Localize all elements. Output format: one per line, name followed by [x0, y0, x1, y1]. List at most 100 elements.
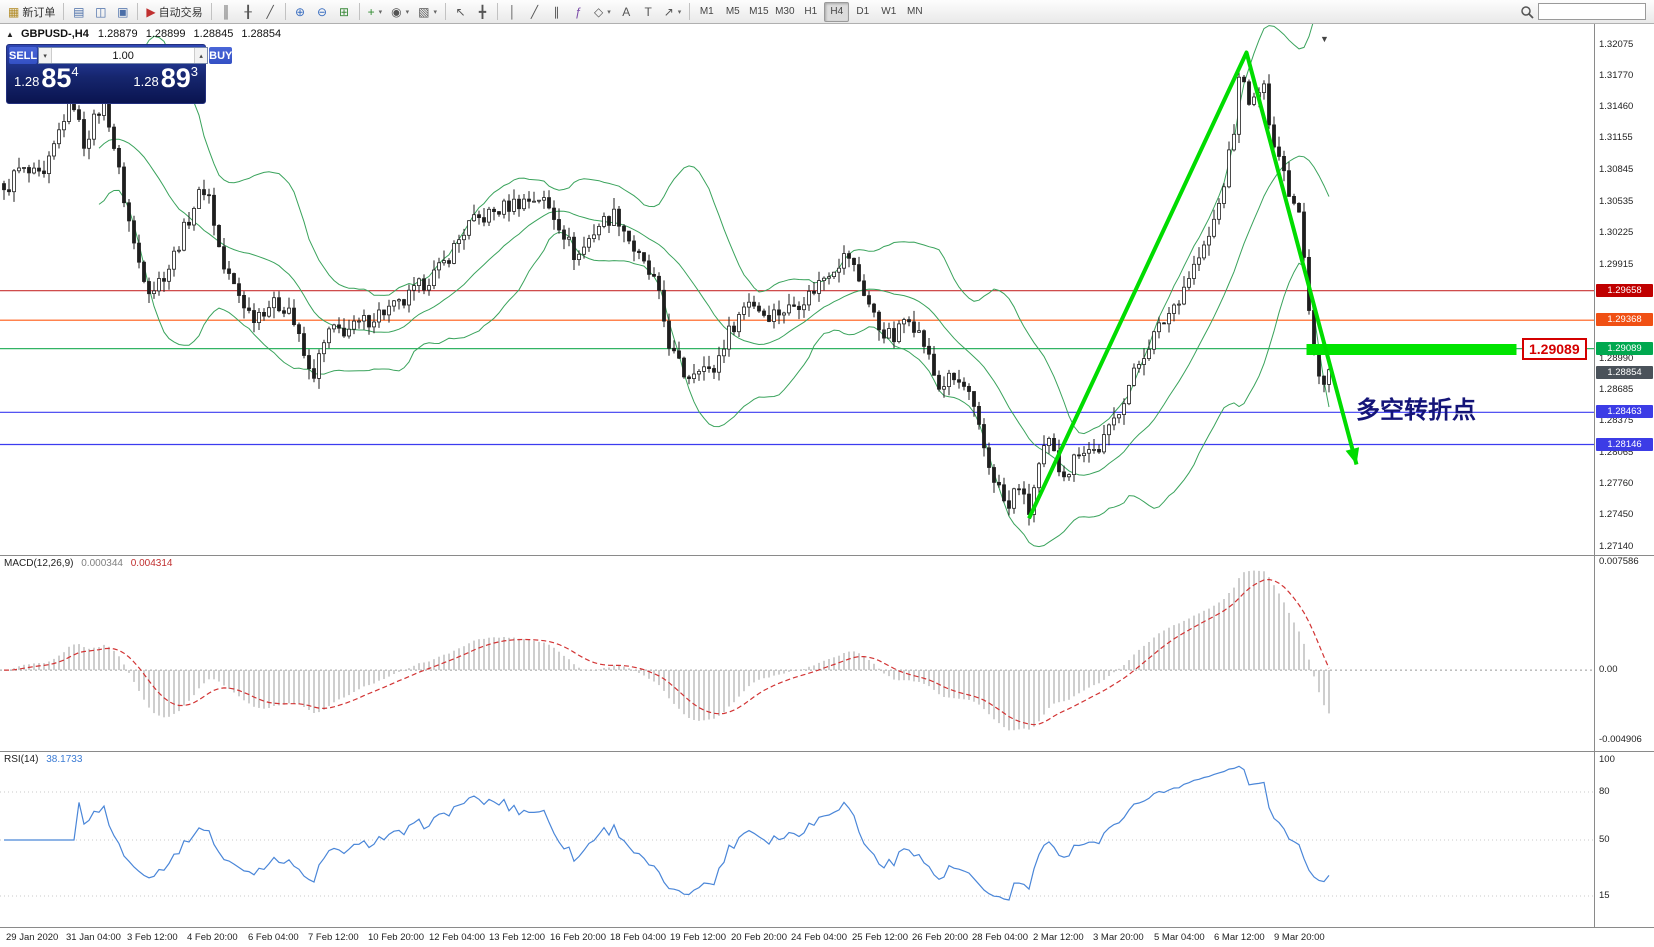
macd-signal-line [4, 578, 1330, 726]
volume-decrease-button[interactable]: ▾ [39, 48, 53, 63]
time-label: 31 Jan 04:00 [66, 932, 121, 943]
channel-button[interactable]: ∥ [546, 2, 567, 22]
price-tick: 1.30535 [1599, 196, 1634, 207]
buy-button-label: BUY [209, 49, 233, 62]
line-chart-button[interactable]: ╱ [260, 2, 281, 22]
price-badge: 1.28146 [1596, 438, 1653, 451]
timeframe-m5[interactable]: M5 [725, 6, 740, 17]
price-tick: 1.29915 [1599, 259, 1634, 270]
vertical-line-button[interactable]: │ [502, 2, 523, 22]
timeframe-h4[interactable]: H4 [824, 1, 850, 22]
volume-input[interactable] [52, 48, 195, 63]
search-input[interactable] [1538, 3, 1646, 20]
sell-button[interactable]: SELL [9, 47, 38, 64]
label-button[interactable]: T [638, 2, 659, 22]
macd-signal-value: 0.004314 [130, 558, 173, 569]
shapes-dropdown-icon[interactable]: ▾ [607, 8, 611, 16]
indicators-button[interactable]: + ▾ [364, 2, 387, 22]
toolbar-search-area [1520, 3, 1650, 20]
channel-icon: ∥ [553, 4, 560, 19]
navigator-icon: ▣ [117, 4, 129, 19]
bar-chart-button[interactable]: ║ [216, 2, 237, 22]
rsi-axis: 100 80 50 15 [1595, 752, 1654, 927]
toolbar-separator [689, 3, 691, 20]
timeframe-d1[interactable]: D1 [856, 6, 870, 17]
zoom-in-button[interactable]: ⊕ [290, 2, 311, 22]
macd-axis: 0.007586 0.00 -0.004906 [1595, 556, 1654, 751]
candlestick-chart-button[interactable]: ╂ [238, 2, 259, 22]
timeframe-w1[interactable]: W1 [881, 6, 897, 17]
rsi-panel[interactable]: RSI(14) 38.1733 [0, 752, 1594, 927]
turning-point-annotation: 多空转折点 [1356, 397, 1476, 424]
data-window-button[interactable]: ◫ [90, 2, 111, 22]
crosshair-button[interactable]: ╋ [472, 2, 493, 22]
rsi-axis-tick: 50 [1599, 834, 1610, 845]
tile-windows-icon: ⊞ [339, 4, 350, 19]
rsi-label-line: RSI(14) 38.1733 [4, 754, 82, 765]
timeframe-m30[interactable]: M30 [775, 6, 795, 17]
trendline-button[interactable]: ╱ [524, 2, 545, 22]
timeframe-h1[interactable]: H1 [804, 6, 818, 17]
navigator-button[interactable]: ▣ [112, 2, 133, 22]
text-button[interactable]: A [616, 2, 637, 22]
macd-axis-tick: 0.00 [1599, 664, 1618, 675]
tile-windows-button[interactable]: ⊞ [334, 2, 355, 22]
periods-dropdown-icon[interactable]: ▾ [405, 8, 410, 16]
shapes-button[interactable]: ◇ ▾ [590, 2, 615, 22]
time-label: 19 Feb 12:00 [670, 932, 726, 943]
toolbar-separator [496, 3, 498, 20]
trend-arrow[interactable] [1027, 50, 1359, 520]
time-label: 26 Feb 20:00 [912, 932, 968, 943]
panel-splitter[interactable] [0, 555, 1654, 556]
price-badge: 1.28463 [1596, 405, 1653, 418]
periods-button[interactable]: ◉ ▾ [387, 2, 413, 22]
time-label: 29 Jan 2020 [6, 932, 59, 943]
toolbar-separator [210, 3, 212, 20]
sell-price-big: 85 [41, 63, 72, 93]
text-icon: A [622, 4, 631, 19]
volume-increase-button[interactable]: ▴ [194, 48, 208, 63]
candle-bodies [2, 76, 1331, 515]
new-order-button[interactable]: ▦ 新订单 [4, 2, 59, 22]
time-label: 25 Feb 12:00 [852, 932, 908, 943]
time-label: 24 Feb 04:00 [791, 932, 847, 943]
price-axis: 1.32075 1.31770 1.31460 1.31155 1.30845 1.305… [1595, 24, 1654, 555]
price-chart-canvas[interactable] [0, 24, 1594, 555]
highlight-price-bar[interactable] [1306, 344, 1517, 355]
macd-canvas [0, 570, 1594, 731]
timeframe-mn[interactable]: MN [907, 6, 923, 17]
templates-button[interactable]: ▧ ▾ [414, 2, 441, 22]
price-chart-panel[interactable]: ▲ GBPUSD-,H4 1.28879 1.28899 1.28845 1.2… [0, 24, 1594, 555]
macd-panel[interactable]: MACD(12,26,9) 0.000344 0.004314 [0, 556, 1594, 751]
zoom-out-button[interactable]: ⊖ [312, 2, 333, 22]
rsi-name: RSI(14) [4, 754, 39, 765]
search-icon[interactable] [1520, 5, 1534, 19]
shapes-icon: ◇ [593, 4, 604, 19]
cursor-button[interactable]: ↖ [450, 2, 471, 22]
rsi-line [4, 765, 1330, 901]
panel-splitter[interactable] [0, 751, 1654, 752]
symbol-ohlc-line: ▲ GBPUSD-,H4 1.28879 1.28899 1.28845 1.2… [6, 28, 286, 40]
templates-dropdown-icon[interactable]: ▾ [433, 8, 437, 16]
toolbar-separator [284, 3, 286, 20]
timeframe-m15[interactable]: M15 [749, 6, 769, 17]
market-watch-button[interactable]: ▤ [68, 2, 89, 22]
toolbar: ▦ 新订单 ▤ ◫ ▣ ▶ 自动交易 ║ ╂ ╱ ⊕ ⊖ ⊞ + ▾ ◉ ▾ ▧ ▾ ↖ ╋ │ ╱ ∥ ƒ ◇ ▾ A T ↗ ▾ M1 M5… [0, 0, 1654, 24]
price-badge: 1.29658 [1596, 284, 1653, 297]
fibonacci-icon: ƒ [575, 4, 582, 19]
price-tick: 1.27760 [1599, 478, 1634, 489]
indicators-dropdown-icon[interactable]: ▾ [378, 8, 383, 16]
buy-button[interactable]: BUY [209, 47, 233, 64]
arrows-tool-button[interactable]: ↗ ▾ [660, 2, 686, 22]
chart-shift-marker-icon[interactable]: ▼ [1320, 34, 1329, 44]
toolbar-separator [444, 3, 446, 20]
panel-collapse-arrow-icon[interactable]: ▲ [6, 30, 14, 39]
arrows-tool-dropdown-icon[interactable]: ▾ [677, 8, 682, 16]
indicators-icon: + [367, 4, 375, 19]
timeframe-m1[interactable]: M1 [699, 6, 714, 17]
sell-button-label: SELL [9, 49, 38, 62]
autotrading-button[interactable]: ▶ 自动交易 [142, 2, 206, 22]
fibonacci-button[interactable]: ƒ [568, 2, 589, 22]
ohlc-close: 1.28854 [241, 28, 282, 40]
price-callout-label[interactable]: 1.29089 [1522, 338, 1587, 360]
